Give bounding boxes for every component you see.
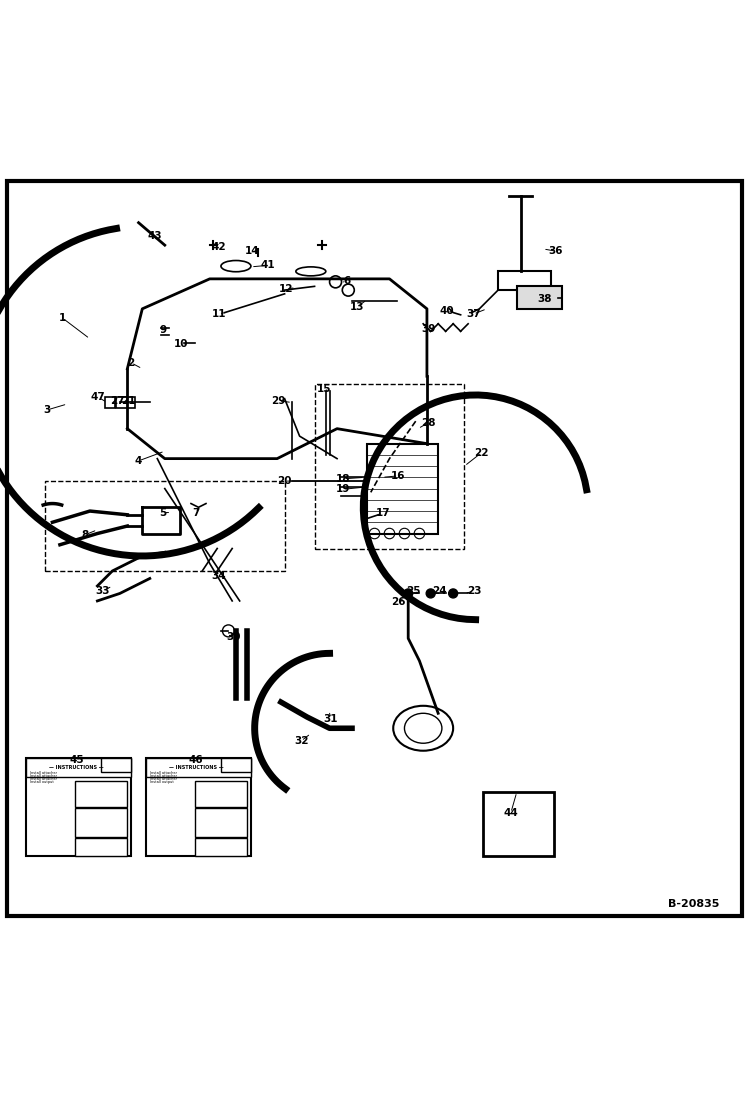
Text: 16: 16 xyxy=(391,471,406,480)
Bar xyxy=(195,781,247,807)
Text: 21: 21 xyxy=(121,396,136,406)
Bar xyxy=(116,397,135,408)
Text: 40: 40 xyxy=(440,306,455,316)
Bar xyxy=(146,758,251,856)
Text: 22: 22 xyxy=(474,448,489,457)
Text: — INSTRUCTIONS —: — INSTRUCTIONS — xyxy=(49,766,103,770)
Text: 4: 4 xyxy=(135,456,142,466)
Circle shape xyxy=(426,589,435,598)
Bar xyxy=(105,397,115,408)
Bar xyxy=(315,384,464,548)
Text: 24: 24 xyxy=(432,586,447,596)
Text: 15: 15 xyxy=(316,384,331,394)
Text: 39: 39 xyxy=(421,324,436,335)
Text: 47: 47 xyxy=(91,393,106,403)
Text: 34: 34 xyxy=(211,572,226,581)
Bar xyxy=(26,758,131,777)
Text: 11: 11 xyxy=(211,309,226,319)
Bar xyxy=(26,758,131,856)
Text: 5: 5 xyxy=(160,508,167,518)
Text: B-20835: B-20835 xyxy=(667,900,719,909)
Text: 17: 17 xyxy=(376,508,391,518)
Text: 38: 38 xyxy=(537,294,552,304)
Text: Install attacher: Install attacher xyxy=(30,774,57,778)
Text: 2: 2 xyxy=(127,358,135,367)
Text: 18: 18 xyxy=(336,474,351,484)
Text: 23: 23 xyxy=(467,586,482,596)
Text: Install output: Install output xyxy=(150,780,174,784)
Text: Install attacher: Install attacher xyxy=(150,771,177,776)
Text: 1: 1 xyxy=(58,313,66,323)
Text: 44: 44 xyxy=(503,807,518,818)
Text: 29: 29 xyxy=(271,396,286,406)
Text: 45: 45 xyxy=(69,755,84,765)
Text: 37: 37 xyxy=(466,309,481,319)
Bar xyxy=(483,792,554,856)
Text: 8: 8 xyxy=(81,530,88,540)
Text: 33: 33 xyxy=(95,586,110,596)
Text: — INSTRUCTIONS —: — INSTRUCTIONS — xyxy=(169,766,223,770)
Bar xyxy=(75,808,127,837)
Text: 10: 10 xyxy=(174,339,189,349)
Bar xyxy=(221,758,251,771)
Bar xyxy=(75,781,127,807)
Text: 36: 36 xyxy=(548,246,563,256)
Text: 30: 30 xyxy=(226,632,241,642)
Text: 12: 12 xyxy=(279,284,294,294)
Bar xyxy=(498,271,551,290)
Text: 43: 43 xyxy=(148,231,163,241)
Text: 27: 27 xyxy=(110,396,125,406)
Text: Install output: Install output xyxy=(30,780,54,784)
Circle shape xyxy=(404,589,413,598)
Text: 6: 6 xyxy=(343,276,351,286)
Text: 31: 31 xyxy=(324,713,339,724)
Text: 20: 20 xyxy=(277,476,292,486)
Text: 19: 19 xyxy=(336,485,351,495)
Text: 46: 46 xyxy=(189,755,204,765)
Text: 32: 32 xyxy=(294,736,309,746)
Bar xyxy=(517,286,562,309)
Circle shape xyxy=(449,589,458,598)
Bar xyxy=(75,838,127,856)
Text: 13: 13 xyxy=(350,302,365,312)
Text: 14: 14 xyxy=(245,246,260,256)
Text: 7: 7 xyxy=(192,508,200,518)
Text: Install attacher: Install attacher xyxy=(30,771,57,776)
Bar xyxy=(101,758,131,771)
Text: Install attacher: Install attacher xyxy=(150,777,177,781)
Bar xyxy=(195,808,247,837)
Text: 25: 25 xyxy=(406,586,421,596)
Text: 28: 28 xyxy=(421,418,436,428)
Text: 41: 41 xyxy=(260,260,275,270)
Bar xyxy=(45,482,285,570)
Bar xyxy=(146,758,251,777)
Text: 3: 3 xyxy=(43,405,51,415)
Text: 9: 9 xyxy=(160,325,167,335)
Text: Install attacher: Install attacher xyxy=(30,777,57,781)
Text: 42: 42 xyxy=(211,242,226,252)
Text: 26: 26 xyxy=(391,598,406,608)
Bar xyxy=(367,443,438,533)
Text: Install attacher: Install attacher xyxy=(150,774,177,778)
Bar xyxy=(195,838,247,856)
